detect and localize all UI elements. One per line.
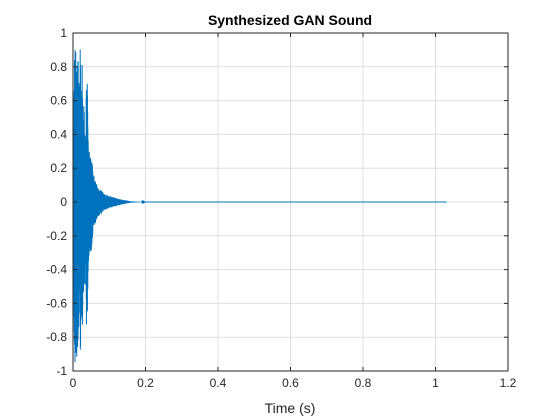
y-tick-label: 0	[60, 195, 67, 209]
signal-line	[72, 49, 447, 363]
y-tick-label: 0.2	[50, 161, 67, 175]
y-tick-label: -1	[56, 364, 67, 378]
y-tick-label: -0.8	[46, 330, 67, 344]
x-tick-label: 0.4	[210, 376, 227, 390]
x-axis-label: Time (s)	[265, 400, 316, 416]
y-tick-label: -0.6	[46, 296, 67, 310]
y-tick-label: -0.4	[46, 263, 67, 277]
x-tick-label: 0	[70, 376, 77, 390]
x-tick-label: 1.2	[500, 376, 517, 390]
y-tick-label: 0.6	[50, 94, 67, 108]
axis-ticks: 0 0.2 0.4 0.6 0.8 1 1.2 -1 -0.8 -0.6 -0.4 -0.2 0 0.2 0…	[46, 26, 516, 390]
x-tick-label: 0.8	[355, 376, 372, 390]
x-tick-label: 0.2	[137, 376, 154, 390]
x-tick-label: 0.6	[282, 376, 299, 390]
x-tick-label: 1	[432, 376, 439, 390]
y-tick-label: 0.4	[50, 127, 67, 141]
y-tick-label: 0.8	[50, 60, 67, 74]
y-tick-label: 1	[60, 26, 67, 40]
chart-title: Synthesized GAN Sound	[208, 12, 372, 28]
y-tick-label: -0.2	[46, 229, 67, 243]
